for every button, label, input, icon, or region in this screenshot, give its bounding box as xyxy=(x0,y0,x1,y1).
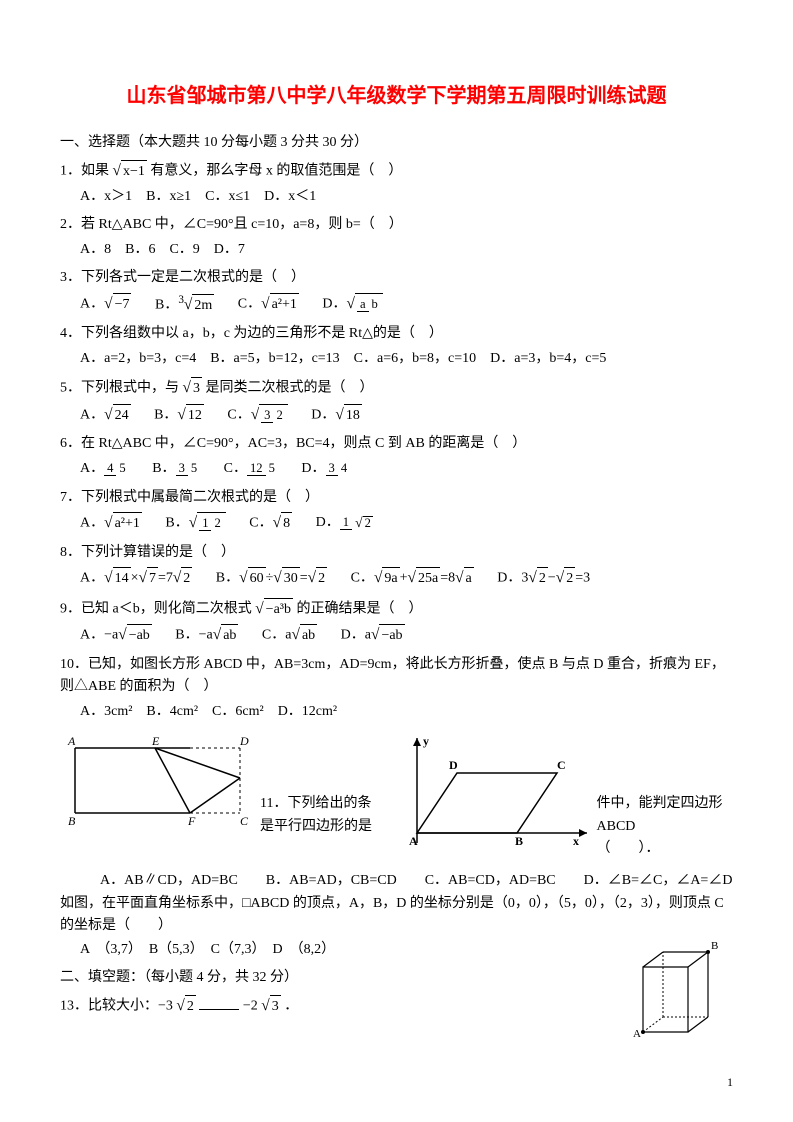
q10-options: A．3cm² B．4cm² C．6cm² D．12cm² xyxy=(60,701,733,723)
figure-row-1: A E D B F C 11．下列给出的条 是平行四边形的是 A B C D x… xyxy=(60,733,733,860)
q12-options: A （3,7） B（5,3） C（7,3） D （8,2） xyxy=(60,939,623,961)
q3-options: A．−7 B．32m C．a²+1 D．ab xyxy=(60,292,733,318)
q13-text-c: ． xyxy=(284,999,298,1014)
question-2: 2．若 Rt△ABC 中，∠C=90°且 c=10，a=8，则 b=（ ） A．… xyxy=(60,214,733,261)
q4-options: A．a=2，b=3，c=4 B．a=5，b=12，c=13 C．a=6，b=8，… xyxy=(60,348,733,370)
question-7: 7．下列根式中属最简二次根式的是（ ） A．a²+1 B．12 C．8 D．12 xyxy=(60,487,733,536)
q13-text-a: 13．比较大小：−3 xyxy=(60,999,173,1014)
question-5: 5．下列根式中，与 3 是同类二次根式的是（ ） A．24 B．12 C．32 … xyxy=(60,376,733,427)
q5-text-b: 是同类二次根式的是（ ） xyxy=(205,381,373,396)
q11-t3: 是平行四边形的是 xyxy=(260,819,372,834)
q9-text-b: 的正确结果是（ ） xyxy=(296,601,422,616)
q10-text: 10．已知，如图长方形 ABCD 中，AB=3cm，AD=9cm，将此长方形折叠… xyxy=(60,657,725,694)
figure-q12: A B xyxy=(623,937,733,1047)
q13-e2: 3 xyxy=(261,994,280,1019)
figure-q10: A E D B F C xyxy=(60,733,260,843)
q8-text: 8．下列计算错误的是（ ） xyxy=(60,545,235,560)
q5-expr: 3 xyxy=(183,376,202,401)
q3-text: 3．下列各式一定是二次根式的是（ ） xyxy=(60,270,305,285)
svg-text:D: D xyxy=(239,734,249,748)
question-10: 10．已知，如图长方形 ABCD 中，AB=3cm，AD=9cm，将此长方形折叠… xyxy=(60,654,733,723)
q1-text-a: 1．如果 xyxy=(60,164,109,179)
svg-text:C: C xyxy=(240,814,249,828)
rectangle-fold-diagram: A E D B F C xyxy=(60,733,260,843)
q5-options: A．24 B．12 C．32 D．18 xyxy=(60,403,733,428)
q6-options: A．45 B．35 C．125 D．34 xyxy=(60,458,733,481)
page-number: 1 xyxy=(727,1073,733,1092)
coordinate-parallelogram: A B C D x y xyxy=(397,733,597,853)
question-12: 如图，在平面直角坐标系中，□ABCD 的顶点，A，B，D 的坐标分别是（0，0）… xyxy=(60,893,733,1048)
svg-text:A: A xyxy=(67,734,76,748)
q11-inline-text-2: 件中，能判定四边形 ABCD （ ）． xyxy=(597,733,734,860)
question-3: 3．下列各式一定是二次根式的是（ ） A．−7 B．32m C．a²+1 D．a… xyxy=(60,267,733,317)
q2-options: A．8 B．6 C．9 D．7 xyxy=(60,239,733,261)
figure-q11: A B C D x y xyxy=(397,733,597,853)
q11-inline-text: 11．下列给出的条 是平行四边形的是 xyxy=(260,733,397,838)
svg-text:F: F xyxy=(187,814,196,828)
section-1-header: 一、选择题（本大题共 10 分每小题 3 分共 30 分） xyxy=(60,132,733,154)
q9-expr: −a³b xyxy=(255,597,293,622)
q13-blank xyxy=(199,1009,239,1010)
svg-text:D: D xyxy=(449,758,458,772)
q2-text: 2．若 Rt△ABC 中，∠C=90°且 c=10，a=8，则 b=（ ） xyxy=(60,217,403,232)
svg-text:A: A xyxy=(633,1028,641,1040)
q11-t1: 11．下列给出的条 xyxy=(260,796,371,811)
question-13: 13．比较大小：−3 2 −2 3 ． xyxy=(60,994,623,1019)
q8-options: A．14×7=72 B．60÷30=2 C．9a+25a=8a D．32−2=3 xyxy=(60,566,733,591)
svg-text:E: E xyxy=(151,734,160,748)
question-1: 1．如果 x−1 有意义，那么字母 x 的取值范围是（ ） A．x＞1 B．x≥… xyxy=(60,159,733,208)
q13-e1: 2 xyxy=(176,994,195,1019)
q7-options: A．a²+1 B．12 C．8 D．12 xyxy=(60,511,733,536)
svg-text:x: x xyxy=(573,834,579,848)
question-4: 4．下列各组数中以 a，b，c 为边的三角形不是 Rt△的是（ ） A．a=2，… xyxy=(60,323,733,370)
q1-options: A．x＞1 B．x≥1 C．x≤1 D．x＜1 xyxy=(60,186,733,208)
q4-text: 4．下列各组数中以 a，b，c 为边的三角形不是 Rt△的是（ ） xyxy=(60,326,443,341)
svg-text:B: B xyxy=(68,814,76,828)
svg-text:B: B xyxy=(711,940,718,952)
svg-text:C: C xyxy=(557,758,566,772)
q11-options: A．AB∥CD，AD=BC B．AB=AD，CB=CD C．AB=CD，AD=B… xyxy=(60,870,733,892)
q6-text: 6．在 Rt△ABC 中，∠C=90°，AC=3，BC=4，则点 C 到 AB … xyxy=(60,436,526,451)
q1-expr: x−1 xyxy=(113,159,147,184)
question-9: 9．已知 a＜b，则化简二次根式 −a³b 的正确结果是（ ） A．−a−ab … xyxy=(60,597,733,648)
q11-t4: （ ）． xyxy=(597,841,660,856)
page-title: 山东省邹城市第八中学八年级数学下学期第五周限时训练试题 xyxy=(60,80,733,112)
section-2-header: 二、填空题：（每小题 4 分，共 32 分） xyxy=(60,967,623,989)
q13-text-b: −2 xyxy=(243,999,258,1014)
svg-text:B: B xyxy=(515,834,523,848)
cuboid-diagram: A B xyxy=(623,937,733,1047)
q9-options: A．−a−ab B．−aab C．aab D．a−ab xyxy=(60,623,733,648)
q7-text: 7．下列根式中属最简二次根式的是（ ） xyxy=(60,490,319,505)
q1-text-b: 有意义，那么字母 x 的取值范围是（ ） xyxy=(150,164,402,179)
q11-t2: 件中，能判定四边形 ABCD xyxy=(597,796,723,833)
svg-text:y: y xyxy=(423,734,429,748)
q9-text-a: 9．已知 a＜b，则化简二次根式 xyxy=(60,601,252,616)
svg-text:A: A xyxy=(409,834,418,848)
q5-text-a: 5．下列根式中，与 xyxy=(60,381,179,396)
q12-text: 如图，在平面直角坐标系中，□ABCD 的顶点，A，B，D 的坐标分别是（0，0）… xyxy=(60,896,724,933)
question-6: 6．在 Rt△ABC 中，∠C=90°，AC=3，BC=4，则点 C 到 AB … xyxy=(60,433,733,480)
question-8: 8．下列计算错误的是（ ） A．14×7=72 B．60÷30=2 C．9a+2… xyxy=(60,542,733,591)
